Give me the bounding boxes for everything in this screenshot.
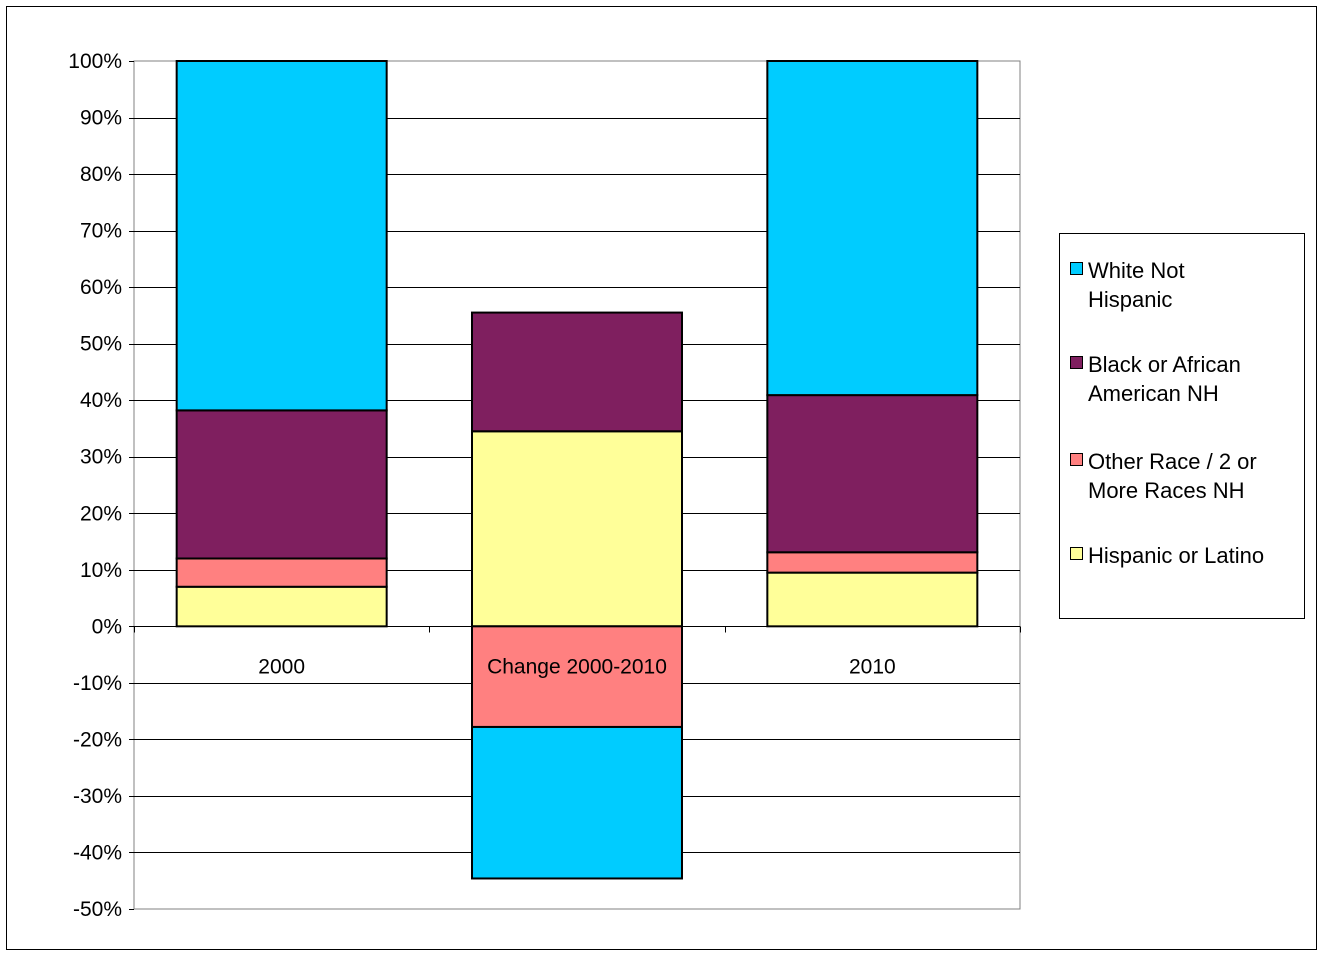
y-tick-label: 40% [80,389,122,412]
y-tick-label: 0% [92,615,122,638]
bar-hispanic-or-latino-2000 [175,585,388,628]
y-tick-label: -10% [73,672,122,695]
x-tick-label: 2010 [849,656,896,679]
legend-label-hispanic-or-latino: Hispanic or Latino [1088,543,1265,568]
bar-black-or-african-american-nh-change-2000-2010 [471,311,683,433]
legend-item-other-race: Other Race / 2 or More Races NH [1070,447,1306,505]
bar-black-or-african-american-nh-2000 [175,409,388,560]
bar-white-not-hispanic-2000 [175,60,388,412]
y-tick-label: -40% [73,841,122,864]
legend-item-white-not-hispanic: White Not Hispanic [1070,256,1306,314]
y-tick-label: -20% [73,728,122,751]
legend-swatch-other-race [1070,453,1083,466]
legend-swatch-black-or-african-american-nh [1070,356,1083,369]
y-tick-label: 100% [68,50,122,73]
bar-other-race-2-or-more-races-nh-change-2000-2010 [471,625,683,728]
chart-legend: White Not Hispanic Black or African Amer… [1059,233,1305,619]
y-tick-label: -30% [73,785,122,808]
bar-black-or-african-american-nh-2010 [766,394,979,554]
y-tick-label: 80% [80,163,122,186]
legend-item-hispanic-or-latino: Hispanic or Latino [1070,541,1306,570]
y-tick-label: 10% [80,559,122,582]
y-tick-label: 60% [80,276,122,299]
legend-swatch-hispanic-or-latino [1070,547,1083,560]
legend-swatch-white-not-hispanic [1070,262,1083,275]
x-tick-label: 2000 [258,656,305,679]
bar-other-race-2-or-more-races-nh-2010 [766,551,979,574]
y-tick-label: 20% [80,502,122,525]
y-tick-label: -50% [73,898,122,921]
legend-label-black-or-african-american-nh: Black or African American NH [1088,352,1241,406]
y-tick-label: 70% [80,220,122,243]
bar-hispanic-or-latino-2010 [766,571,979,628]
x-tick-label: Change 2000-2010 [487,656,667,679]
legend-label-white-not-hispanic: White Not Hispanic [1088,258,1185,312]
legend-label-other-race: Other Race / 2 or More Races NH [1088,449,1257,503]
bar-white-not-hispanic-2010 [766,60,979,397]
bar-hispanic-or-latino-change-2000-2010 [471,430,683,628]
y-tick-label: 90% [80,107,122,130]
bar-other-race-2-or-more-races-nh-2000 [175,557,388,588]
legend-item-black-or-african-american-nh: Black or African American NH [1070,350,1306,408]
bar-white-not-hispanic-change-2000-2010 [471,725,683,880]
y-tick-label: 50% [80,333,122,356]
y-tick-label: 30% [80,446,122,469]
